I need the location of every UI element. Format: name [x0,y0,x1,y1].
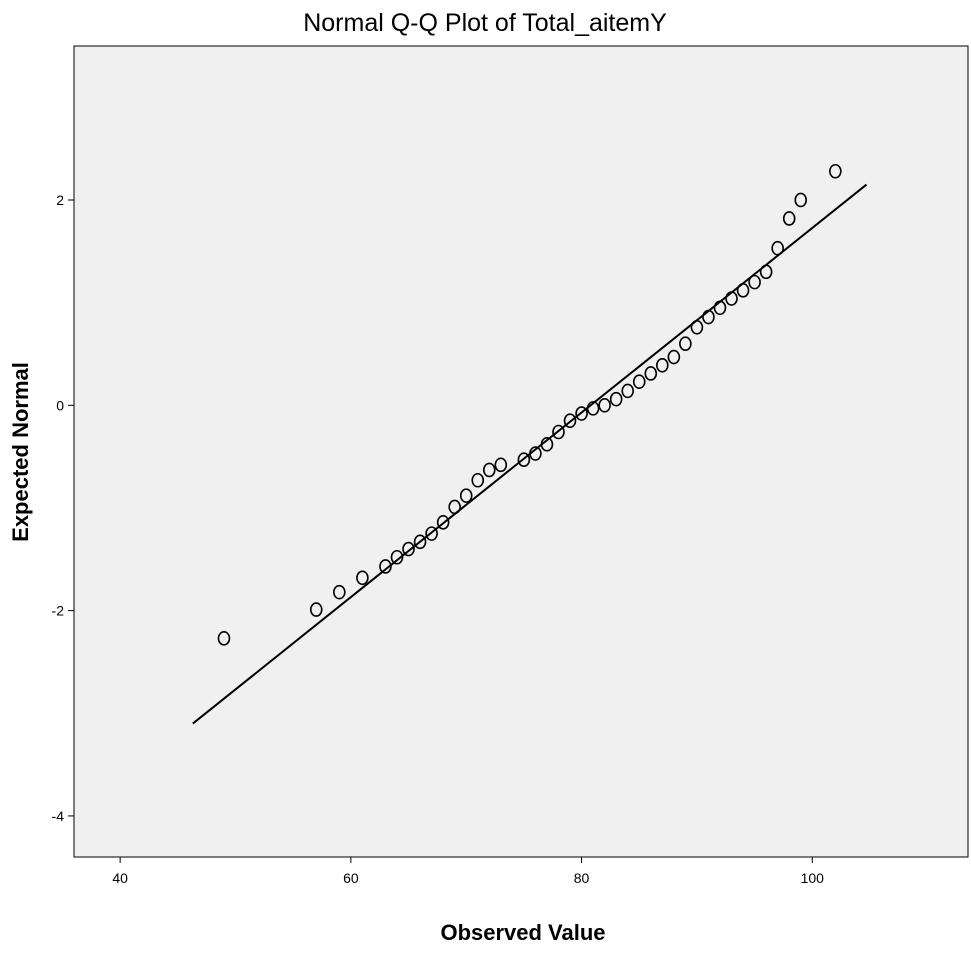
data-point [563,413,577,429]
data-point [586,401,600,416]
data-point [609,391,623,407]
data-point [632,374,646,389]
data-point [333,584,346,600]
data-point [390,549,404,565]
data-point [736,283,750,298]
data-point [552,424,565,440]
data-point [656,357,669,373]
data-point [402,541,415,557]
data-point [667,349,681,365]
x-axis-ticks: 40 60 80 100 [112,857,824,886]
data-point [713,300,727,316]
data-point [575,406,588,421]
x-tick-label: 40 [112,870,128,886]
data-point [448,499,461,515]
data-point [598,398,611,413]
data-point [540,437,554,452]
data-point [829,163,842,179]
data-point [356,570,369,586]
data-point [413,534,427,550]
chart-title: Normal Q-Q Plot of Total_aitemY [303,9,667,37]
data-point [771,240,784,256]
x-tick-label: 100 [801,870,825,886]
x-tick-label: 80 [574,870,590,886]
y-tick-label: -4 [52,808,65,824]
data-point [644,366,658,381]
data-point [702,309,715,325]
data-point [309,602,323,617]
data-point [690,319,704,335]
y-tick-label: -2 [52,603,65,619]
data-point [794,192,808,208]
y-tick-label: 0 [56,397,64,413]
data-point [436,515,450,530]
plot-area [73,45,969,858]
data-point [471,472,485,488]
data-point [621,383,635,399]
y-axis-ticks: -4 -2 0 2 [52,192,74,824]
data-point [517,452,531,468]
data-point [459,488,473,503]
data-point [782,211,796,226]
y-tick-label: 2 [56,192,64,208]
data-point [379,559,392,574]
data-point [529,446,542,461]
data-point [748,274,761,290]
data-point [482,462,496,478]
data-point [725,291,738,306]
data-point [425,526,438,541]
y-axis-title: Expected Normal [8,362,33,542]
data-point [494,457,508,473]
data-point [759,264,773,280]
x-axis-title: Observed Value [440,920,605,945]
data-points-layer [217,163,842,646]
data-point [679,336,692,352]
data-point [217,631,231,646]
x-tick-label: 60 [343,870,359,886]
